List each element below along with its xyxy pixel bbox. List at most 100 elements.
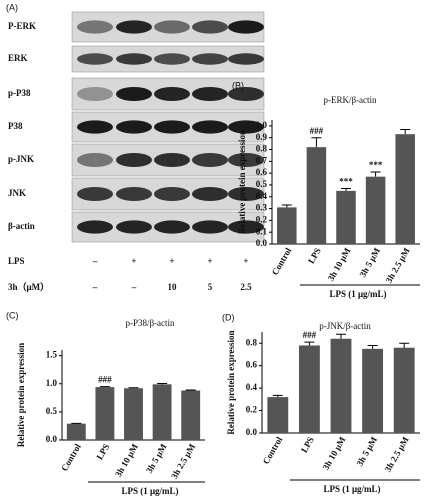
y-tick-label: 0.6 <box>256 167 268 177</box>
blot-band <box>154 120 190 134</box>
lane-cell: 10 <box>168 282 178 292</box>
blot-band <box>116 120 152 134</box>
x-tick-label: LPS <box>306 246 323 265</box>
error-bar <box>370 171 381 177</box>
error-bar <box>399 342 410 348</box>
lane-row-label: LPS <box>8 256 25 266</box>
blot-band <box>192 152 228 168</box>
y-tick-label: 0.5 <box>256 179 268 189</box>
x-tick-label: Control <box>261 435 285 466</box>
error-bar <box>99 386 110 388</box>
blot-band <box>228 53 264 65</box>
blot-band <box>77 220 113 234</box>
y-tick-label: 0.3 <box>256 203 268 213</box>
panel-label: (D) <box>222 312 235 322</box>
blot-row-label: p-P38 <box>8 88 31 98</box>
lane-cell: 2.5 <box>240 282 252 292</box>
y-tick-label: 0.7 <box>256 155 268 165</box>
y-axis-title: Relative protein expression <box>226 330 236 434</box>
y-tick-label: 0.8 <box>246 337 258 347</box>
error-bar <box>341 187 351 191</box>
y-tick-label: 0.2 <box>246 405 258 415</box>
y-tick-label: 0.9 <box>256 132 268 142</box>
annotation: ### <box>98 375 112 385</box>
y-axis-title: Relative protein expression <box>16 343 26 447</box>
x-axis-title: LPS (1 μg/mL) <box>323 484 380 494</box>
blot-panel: P-ERK ERK p-P38 P38 p-JNK JNK β-actin LPS – + + + +3… <box>8 11 265 292</box>
bar <box>393 347 415 433</box>
bar <box>298 345 320 433</box>
blot-row-label: P-ERK <box>8 21 36 31</box>
x-tick-label: 3h 2.5 μM <box>169 442 197 481</box>
blot-band <box>192 53 228 65</box>
error-bar <box>272 394 283 398</box>
lane-cell: 5 <box>208 282 213 292</box>
blot-row-label: P38 <box>8 121 23 131</box>
blot-band <box>228 186 264 202</box>
blot-band <box>154 152 190 168</box>
blot-band <box>154 20 190 34</box>
lane-row-label: 3h（μM） <box>8 282 49 292</box>
error-bar <box>157 382 168 385</box>
lane-cell: – <box>131 282 137 292</box>
bar <box>152 384 172 440</box>
error-bar <box>304 341 315 346</box>
blot-row-label: β-actin <box>8 221 35 231</box>
x-tick-label: 3h 10 μM <box>113 442 140 479</box>
error-bar <box>367 344 378 349</box>
error-bar <box>185 389 196 391</box>
bar <box>267 397 289 433</box>
blot-band <box>154 186 190 202</box>
blot-band <box>228 152 264 168</box>
blot-band <box>228 20 264 34</box>
blot-band <box>154 86 190 102</box>
blot-band <box>154 220 190 234</box>
bar <box>124 388 143 440</box>
blot-band <box>116 53 152 65</box>
blot-band <box>192 186 228 202</box>
blot-band <box>77 20 113 34</box>
bar <box>95 387 115 440</box>
blot-band <box>192 20 228 34</box>
y-tick-label: 1.0 <box>46 378 58 388</box>
x-tick-label: 3h 2.5 μM <box>384 246 412 285</box>
blot-band <box>192 86 228 102</box>
y-tick-label: 0.0 <box>46 434 58 444</box>
bar <box>66 423 86 440</box>
panel-label: (C) <box>6 310 19 320</box>
blot-band <box>77 86 113 102</box>
chart-title: p-JNK/β-actin <box>319 321 371 331</box>
y-tick-label: 0.5 <box>46 406 58 416</box>
bar <box>181 390 201 440</box>
x-tick-label: 3h 5 μM <box>144 442 169 475</box>
y-axis-title: Relative protein expression <box>237 130 247 234</box>
lane-cell: + <box>169 256 174 266</box>
blot-band <box>192 220 228 234</box>
blot-band <box>228 86 264 102</box>
bar <box>365 176 386 244</box>
lane-cell: + <box>131 256 136 266</box>
blot-band <box>228 220 264 234</box>
blot-band <box>192 120 228 134</box>
blot-row-label: p-JNK <box>8 154 34 164</box>
blot-band <box>116 152 152 168</box>
y-tick-label: 0.4 <box>246 382 258 392</box>
blot-band <box>116 220 152 234</box>
annotation: ### <box>310 126 324 136</box>
x-axis-title: LPS (1 μg/mL) <box>329 289 386 299</box>
bar <box>306 147 327 244</box>
error-bar <box>311 137 322 148</box>
error-bar <box>128 387 139 389</box>
x-tick-label: 3h 5 μM <box>354 435 379 468</box>
blot-band <box>77 186 113 202</box>
annotation: *** <box>339 177 353 187</box>
panel-label: (B) <box>232 80 244 90</box>
x-tick-label: 3h 10 μM <box>326 246 353 283</box>
y-tick-label: 1.0 <box>256 120 268 130</box>
y-tick-label: 0.1 <box>256 226 268 236</box>
lane-cell: + <box>243 256 248 266</box>
blot-band <box>116 86 152 102</box>
error-bar <box>281 204 292 208</box>
y-tick-label: 1.5 <box>46 350 58 360</box>
x-tick-label: 3h 10 μM <box>321 435 348 472</box>
